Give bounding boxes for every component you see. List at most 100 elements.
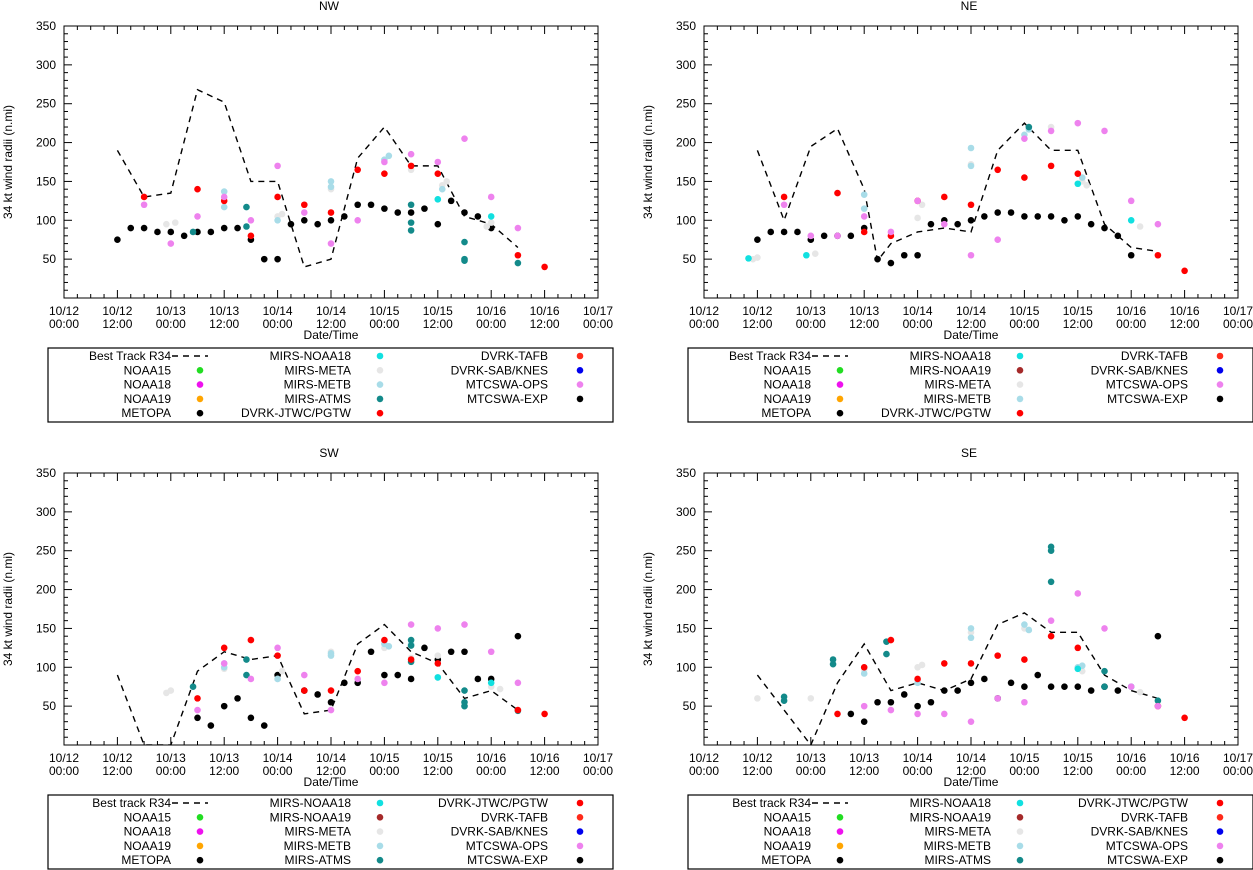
y-tick-label: 100 bbox=[36, 213, 56, 227]
legend-dot-swatch bbox=[576, 799, 584, 807]
plot-area bbox=[116, 621, 548, 745]
data-point bbox=[1181, 267, 1188, 275]
legend-dot-swatch bbox=[1016, 856, 1024, 864]
data-point bbox=[1074, 213, 1082, 220]
data-point bbox=[487, 213, 495, 220]
legend-dot-swatch bbox=[376, 814, 384, 821]
data-point bbox=[887, 706, 895, 714]
data-point bbox=[274, 675, 281, 683]
data-point bbox=[327, 698, 335, 706]
legend-label: METOPA bbox=[761, 406, 811, 420]
legend-dot-swatch bbox=[576, 381, 584, 388]
legend-label: MIRS-METB bbox=[284, 839, 351, 853]
series-mtcswa-ops bbox=[860, 590, 1162, 725]
x-tick-label-date: 10/13 bbox=[796, 751, 826, 765]
legend-label: MIRS-METB bbox=[924, 839, 991, 853]
legend-dot-swatch bbox=[576, 367, 584, 374]
data-point bbox=[421, 644, 428, 652]
data-point bbox=[1074, 683, 1082, 691]
legend-label: NOAA18 bbox=[124, 825, 172, 839]
data-point bbox=[1034, 213, 1042, 220]
y-tick-label: 50 bbox=[683, 252, 697, 266]
legend-label: MIRS-NOAA18 bbox=[910, 349, 992, 363]
x-tick-label-time: 00:00 bbox=[156, 317, 186, 331]
data-point bbox=[1074, 590, 1082, 597]
data-point bbox=[994, 209, 1001, 216]
legend-label: NOAA18 bbox=[764, 825, 812, 839]
x-tick-label-time: 00:00 bbox=[49, 317, 79, 331]
data-point bbox=[487, 648, 495, 656]
data-point bbox=[918, 201, 926, 209]
data-point bbox=[994, 236, 1001, 244]
legend-label: MIRS-ATMS bbox=[285, 853, 351, 867]
data-point bbox=[167, 240, 175, 247]
legend-frame bbox=[47, 794, 614, 870]
data-point bbox=[794, 228, 801, 236]
data-point bbox=[1136, 223, 1144, 230]
y-tick-label: 150 bbox=[676, 621, 696, 635]
data-point bbox=[154, 228, 161, 236]
data-point bbox=[327, 240, 335, 247]
legend-label: NOAA15 bbox=[124, 363, 172, 377]
y-tick-label: 300 bbox=[36, 505, 56, 519]
x-tick-label-time: 00:00 bbox=[369, 317, 399, 331]
data-point bbox=[354, 216, 362, 224]
x-tick-label-date: 10/13 bbox=[796, 304, 826, 318]
x-tick-label-date: 10/15 bbox=[369, 304, 399, 318]
data-point bbox=[847, 710, 855, 718]
data-point bbox=[1061, 683, 1068, 691]
y-tick-label: 350 bbox=[676, 466, 696, 480]
data-point bbox=[1047, 578, 1055, 586]
y-axis-label: 34 kt wind radii (n.mi) bbox=[641, 105, 655, 219]
data-point bbox=[847, 232, 855, 240]
chart-title: SE bbox=[961, 446, 977, 460]
data-point bbox=[1047, 547, 1055, 555]
data-point bbox=[407, 675, 415, 683]
data-point bbox=[514, 251, 522, 259]
legend-label: METOPA bbox=[121, 406, 171, 420]
data-point bbox=[381, 636, 388, 644]
plot-area bbox=[114, 88, 548, 271]
data-point bbox=[407, 162, 415, 170]
data-point bbox=[385, 643, 393, 650]
legend-dot-swatch bbox=[196, 409, 204, 417]
data-point bbox=[354, 201, 362, 209]
legend-dot-swatch bbox=[836, 814, 844, 821]
y-tick-label: 100 bbox=[676, 213, 696, 227]
data-point bbox=[834, 710, 841, 718]
data-point bbox=[327, 209, 335, 216]
plot-area bbox=[745, 119, 1188, 275]
data-point bbox=[189, 228, 197, 236]
data-point bbox=[981, 675, 988, 683]
legend-label: Best track R34 bbox=[732, 796, 811, 810]
data-point bbox=[829, 656, 837, 663]
data-point bbox=[434, 158, 442, 166]
x-tick-label-date: 10/12 bbox=[689, 304, 719, 318]
x-tick-label-time: 12:00 bbox=[849, 764, 879, 778]
series-mtcswa-ops bbox=[780, 119, 1162, 259]
data-point bbox=[874, 698, 881, 706]
series-mtcswa-ops bbox=[140, 135, 522, 247]
data-point bbox=[381, 671, 388, 679]
legend-dot-swatch bbox=[1216, 799, 1224, 807]
data-point bbox=[407, 227, 415, 234]
y-axis-label: 34 kt wind radii (n.mi) bbox=[1, 552, 15, 666]
legend-dot-swatch bbox=[1016, 828, 1024, 835]
legend-dot-swatch bbox=[196, 842, 204, 850]
legend-dot-swatch bbox=[1016, 799, 1024, 807]
y-tick-label: 50 bbox=[43, 252, 57, 266]
data-point bbox=[1021, 174, 1028, 181]
legend-dot-swatch bbox=[196, 381, 204, 388]
data-point bbox=[1047, 162, 1055, 170]
legend-dot-swatch bbox=[376, 842, 384, 850]
series-dvrk-jtwc-pgtw bbox=[140, 162, 548, 271]
data-point bbox=[381, 170, 388, 177]
data-point bbox=[140, 201, 148, 209]
x-tick-label-time: 00:00 bbox=[369, 764, 399, 778]
legend-label: MTCSWA-EXP bbox=[1107, 853, 1188, 867]
legend-label: Best Track R34 bbox=[89, 349, 171, 363]
data-point bbox=[314, 220, 321, 228]
x-tick-label-date: 10/13 bbox=[156, 304, 186, 318]
